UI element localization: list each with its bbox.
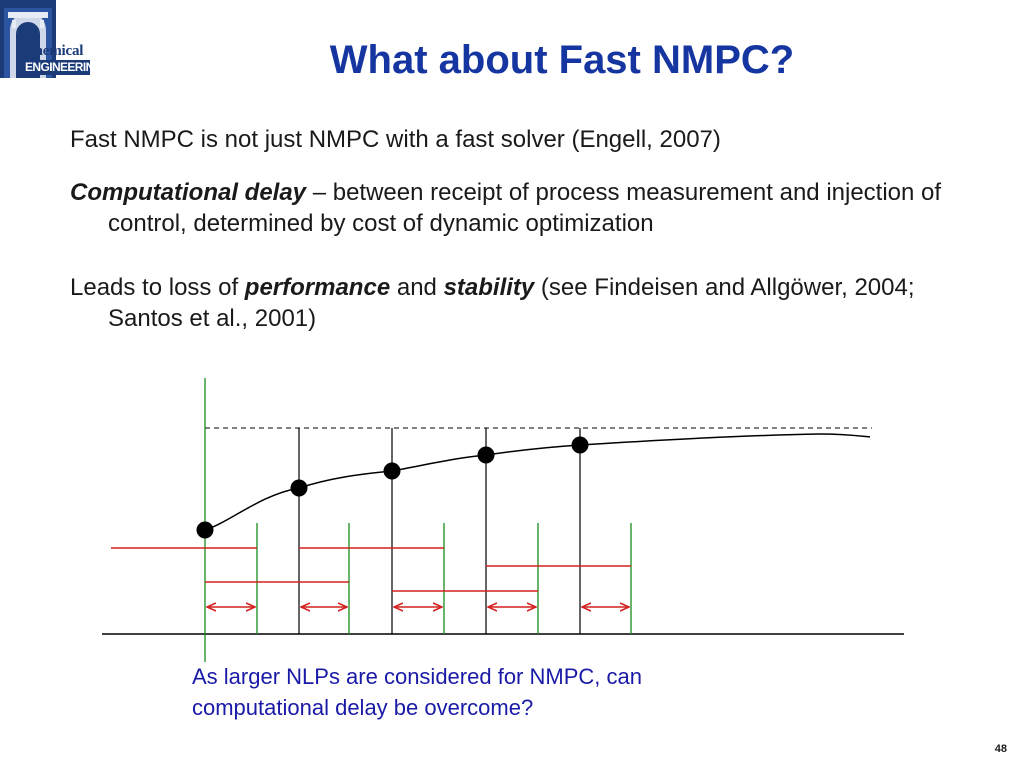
bullet-computational-delay: Computational delay – between receipt of…	[70, 177, 970, 239]
measurement-point	[196, 521, 214, 539]
bullet-list: Fast NMPC is not just NMPC with a fast s…	[70, 124, 970, 360]
chemical-engineering-logo: Chemical ENGINEERING	[0, 0, 90, 78]
term-performance: performance	[244, 274, 391, 301]
page-title: What about Fast NMPC?	[329, 38, 795, 82]
measurement-point	[477, 446, 495, 464]
bullet-loss-text-b: and	[390, 274, 444, 301]
term-stability: stability	[443, 274, 535, 301]
bullet-fast-nmpc: Fast NMPC is not just NMPC with a fast s…	[70, 124, 970, 155]
bullet-fast-nmpc-text: Fast NMPC is not just NMPC with a fast s…	[70, 126, 721, 153]
measurement-point	[571, 436, 589, 454]
bullet-computational-delay-text: – between receipt of process measurement…	[108, 179, 942, 237]
logo-text-engineering: ENGINEERING	[23, 60, 90, 75]
bullet-loss-text-c: (see Findeisen and Allgöwer, 2004; Santo…	[108, 274, 915, 332]
measurement-point	[383, 462, 401, 480]
question-text: As larger NLPs are considered for NMPC, …	[192, 664, 642, 720]
bullet-loss: Leads to loss of performance and stabili…	[70, 272, 970, 334]
bullet-loss-text-a: Leads to loss of	[70, 274, 245, 301]
page-number: 48	[994, 743, 1007, 755]
logo-text-chemical: Chemical	[24, 43, 84, 59]
term-computational-delay: Computational delay	[70, 179, 307, 206]
measurement-point	[290, 479, 308, 497]
